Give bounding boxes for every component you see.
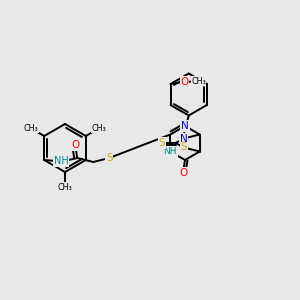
Text: CH₃: CH₃ <box>24 124 39 133</box>
Text: O: O <box>180 77 189 87</box>
Text: S: S <box>158 138 165 148</box>
Text: CH₃: CH₃ <box>92 124 106 133</box>
Text: NH: NH <box>164 147 177 156</box>
Text: NH: NH <box>54 156 69 166</box>
Text: S: S <box>106 153 112 163</box>
Text: O: O <box>179 168 187 178</box>
Text: N: N <box>180 134 188 143</box>
Text: N: N <box>181 121 189 131</box>
Text: O: O <box>71 140 79 150</box>
Text: CH₃: CH₃ <box>58 182 72 191</box>
Text: S: S <box>180 142 187 152</box>
Text: CH₃: CH₃ <box>191 76 206 85</box>
